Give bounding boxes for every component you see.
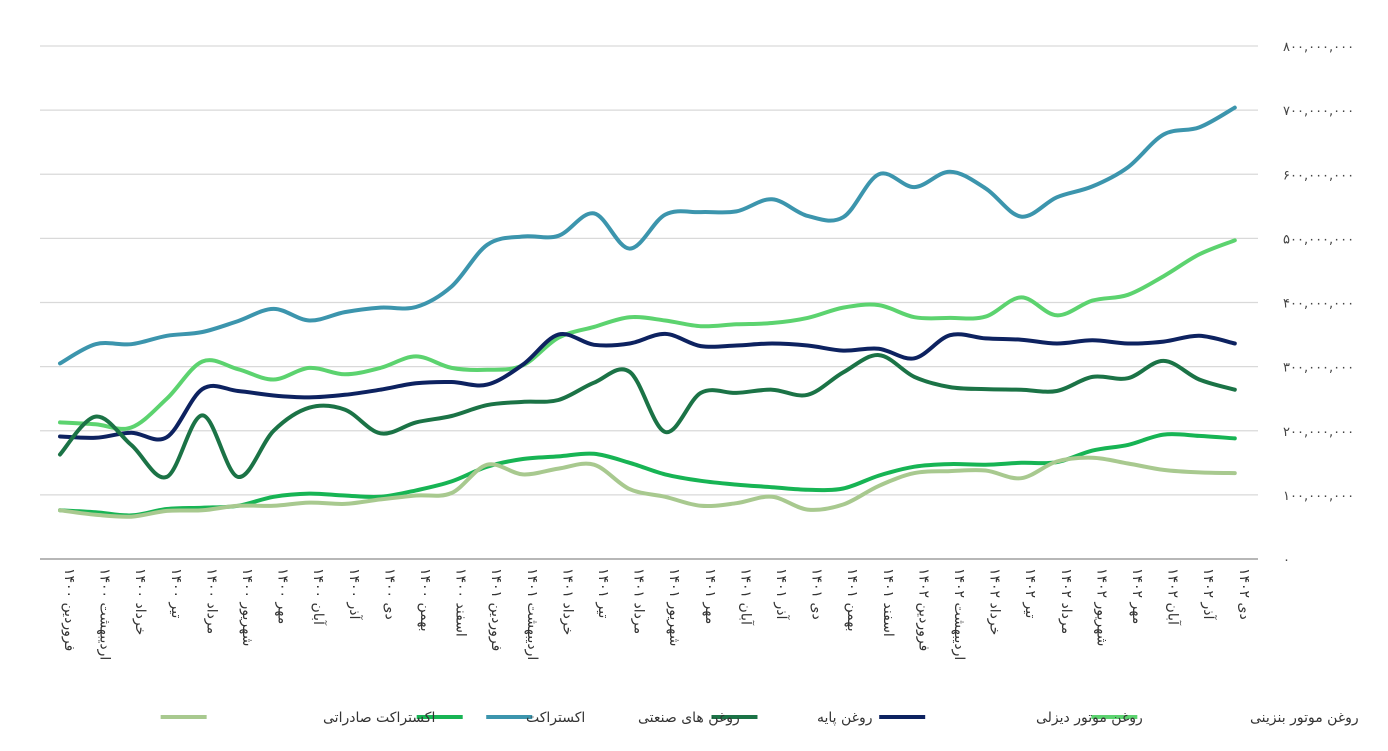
x-tick-label: خرداد ۱۴۰۱: [559, 568, 575, 635]
legend: روغن موتور بنزینی روغن موتور دیزلی روغن پا…: [160, 710, 1359, 726]
series-lines: [58, 105, 1237, 519]
x-tick-label: اردیبهشت ۱۴۰۰: [97, 568, 113, 660]
x-tick-label: آذر ۱۴۰۲: [1200, 568, 1217, 621]
legend-label: روغن پایه: [817, 710, 873, 726]
x-tick-label: شهریور ۱۴۰۱: [666, 568, 682, 646]
x-tick-label: دی ۱۴۰۱: [809, 568, 825, 620]
y-tick-label: ۱٠٠,٠٠٠,٠٠٠: [1283, 489, 1354, 504]
x-tick-label: مهر ۱۴۰۲: [1129, 568, 1145, 624]
x-tick-label: اسفند ۱۴۰۱: [880, 568, 896, 637]
x-tick-label: آذر ۱۴۰۱: [773, 568, 790, 621]
x-tick-label: اسفند ۱۴۰۰: [453, 568, 469, 637]
y-tick-label: ۵٠٠,٠٠٠,٠٠٠: [1283, 232, 1354, 247]
y-tick-label: ۷٠٠,٠٠٠,٠٠٠: [1283, 104, 1354, 119]
x-tick-label: آبان ۱۴۰۱: [737, 568, 754, 626]
x-tick-label: مرداد ۱۴۰۲: [1058, 568, 1074, 634]
x-tick-label: بهمن ۱۴۰۱: [844, 568, 860, 632]
series-line-2: [58, 353, 1237, 480]
x-tick-label: تیر ۱۴۰۰: [168, 568, 184, 618]
y-tick-label: ۶٠٠,٠٠٠,٠٠٠: [1283, 168, 1354, 183]
y-tick-label: ۲٠٠,٠٠٠,٠٠٠: [1283, 425, 1354, 440]
x-tick-label: آذر ۱۴۰۰: [346, 568, 363, 621]
x-tick-label: مرداد ۱۴۰۰: [203, 568, 219, 634]
x-tick-label: مهر ۱۴۰۱: [702, 568, 718, 624]
legend-label: اکستراکت: [526, 710, 585, 726]
legend-label: اکستراکت صادراتی: [323, 710, 435, 726]
x-tick-label: فروردین ۱۴۰۱: [488, 568, 504, 651]
x-tick-label: تیر ۱۴۰۱: [595, 568, 611, 618]
x-tick-label: اردیبهشت ۱۴۰۱: [524, 568, 540, 660]
series-line-4: [58, 432, 1237, 518]
legend-label: روغن موتور دیزلی: [1036, 710, 1143, 726]
x-tick-label: خرداد ۱۴۰۲: [987, 568, 1003, 635]
series-line-0: [58, 238, 1237, 431]
x-tick-label: فروردین ۱۴۰۰: [61, 568, 77, 651]
x-tick-label: آبان ۱۴۰۰: [310, 568, 327, 626]
y-tick-label: ۸٠٠,٠٠٠,٠٠٠: [1283, 40, 1354, 55]
x-tick-label: مرداد ۱۴۰۱: [631, 568, 647, 634]
series-line-5: [58, 455, 1237, 519]
y-axis-ticks: ٠ ۱٠٠,٠٠٠,٠٠٠ ۲٠٠,٠٠٠,٠٠٠ ۳٠٠,٠٠٠,٠٠٠ ۴٠٠,٠٠…: [1283, 40, 1354, 568]
x-tick-label: خرداد ۱۴۰۰: [132, 568, 148, 635]
x-tick-label: اردیبهشت ۱۴۰۲: [951, 568, 967, 660]
y-tick-label: ٠: [1283, 553, 1290, 568]
x-tick-label: شهریور ۱۴۰۰: [239, 568, 255, 646]
x-tick-label: دی ۱۴۰۰: [381, 568, 397, 620]
x-tick-label: بهمن ۱۴۰۰: [417, 568, 433, 632]
legend-label: روغن موتور بنزینی: [1250, 710, 1359, 726]
x-tick-label: تیر ۱۴۰۲: [1022, 568, 1038, 618]
x-axis-ticks: فروردین ۱۴۰۰ اردیبهشت ۱۴۰۰ خرداد ۱۴۰۰ تیر ۱…: [61, 568, 1252, 660]
x-tick-label: شهریور ۱۴۰۲: [1093, 568, 1109, 646]
series-line-1: [58, 331, 1237, 442]
series-line-3: [58, 105, 1237, 366]
y-tick-label: ۴٠٠,٠٠٠,٠٠٠: [1283, 297, 1354, 312]
x-tick-label: مهر ۱۴۰۰: [275, 568, 291, 624]
x-tick-label: آبان ۱۴۰۲: [1165, 568, 1182, 626]
x-tick-label: دی ۱۴۰۲: [1236, 568, 1252, 620]
legend-label: روغن های صنعتی: [638, 710, 740, 726]
gridlines: [40, 45, 1258, 496]
y-tick-label: ۳٠٠,٠٠٠,٠٠٠: [1283, 361, 1354, 376]
x-tick-label: فروردین ۱۴۰۲: [915, 568, 931, 651]
